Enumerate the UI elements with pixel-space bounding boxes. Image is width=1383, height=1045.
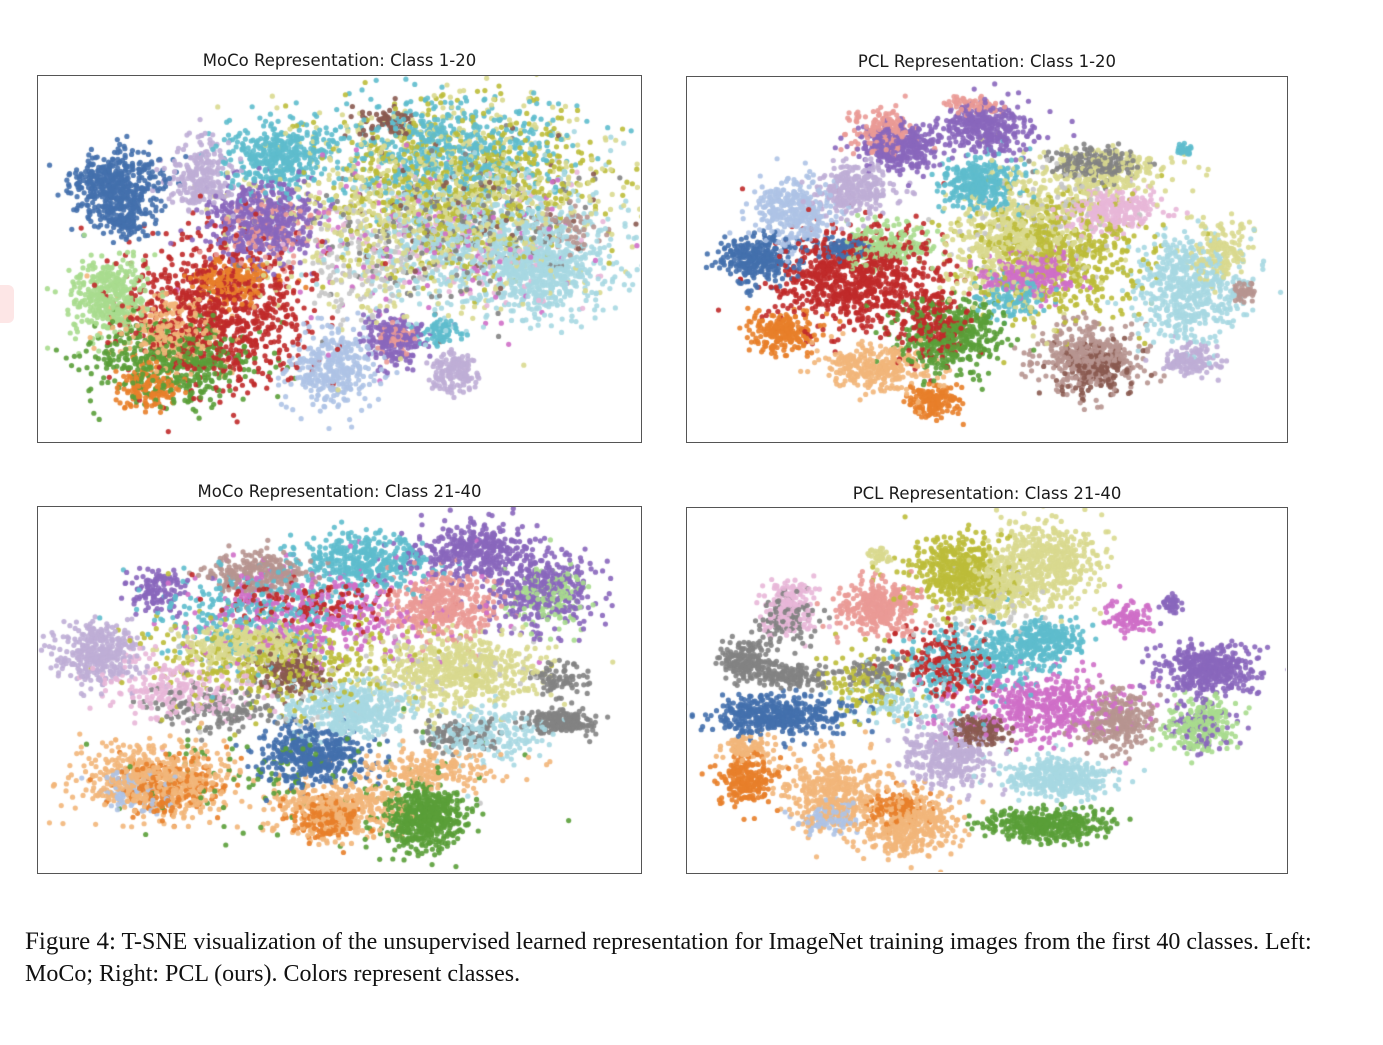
figure-caption-text: T-SNE visualization of the unsupervised … bbox=[25, 929, 1312, 987]
panel-title: PCL Representation: Class 1-20 bbox=[857, 52, 1117, 71]
scatter-canvas bbox=[38, 507, 640, 872]
panel-title: PCL Representation: Class 21-40 bbox=[852, 484, 1122, 503]
scatter-plot-area bbox=[686, 507, 1288, 874]
figure-panel-pcl-21-40: PCL Representation: Class 21-40 bbox=[686, 481, 1288, 874]
scatter-canvas bbox=[687, 508, 1286, 872]
figure-caption: Figure 4: T-SNE visualization of the uns… bbox=[25, 926, 1325, 990]
panel-title: MoCo Representation: Class 21-40 bbox=[197, 482, 482, 501]
scatter-canvas bbox=[38, 76, 640, 441]
page-edge-marker bbox=[0, 285, 14, 323]
scatter-plot-area bbox=[37, 75, 642, 443]
scatter-canvas bbox=[687, 77, 1286, 441]
figure-label: Figure 4: bbox=[25, 928, 116, 955]
figure-panel-moco-21-40: MoCo Representation: Class 21-40 bbox=[37, 479, 642, 874]
figure-panel-pcl-1-20: PCL Representation: Class 1-20 bbox=[686, 49, 1288, 443]
figure-panel-moco-1-20: MoCo Representation: Class 1-20 bbox=[37, 48, 642, 443]
panel-title: MoCo Representation: Class 1-20 bbox=[202, 51, 477, 70]
scatter-plot-area bbox=[686, 76, 1288, 443]
scatter-plot-area bbox=[37, 506, 642, 874]
